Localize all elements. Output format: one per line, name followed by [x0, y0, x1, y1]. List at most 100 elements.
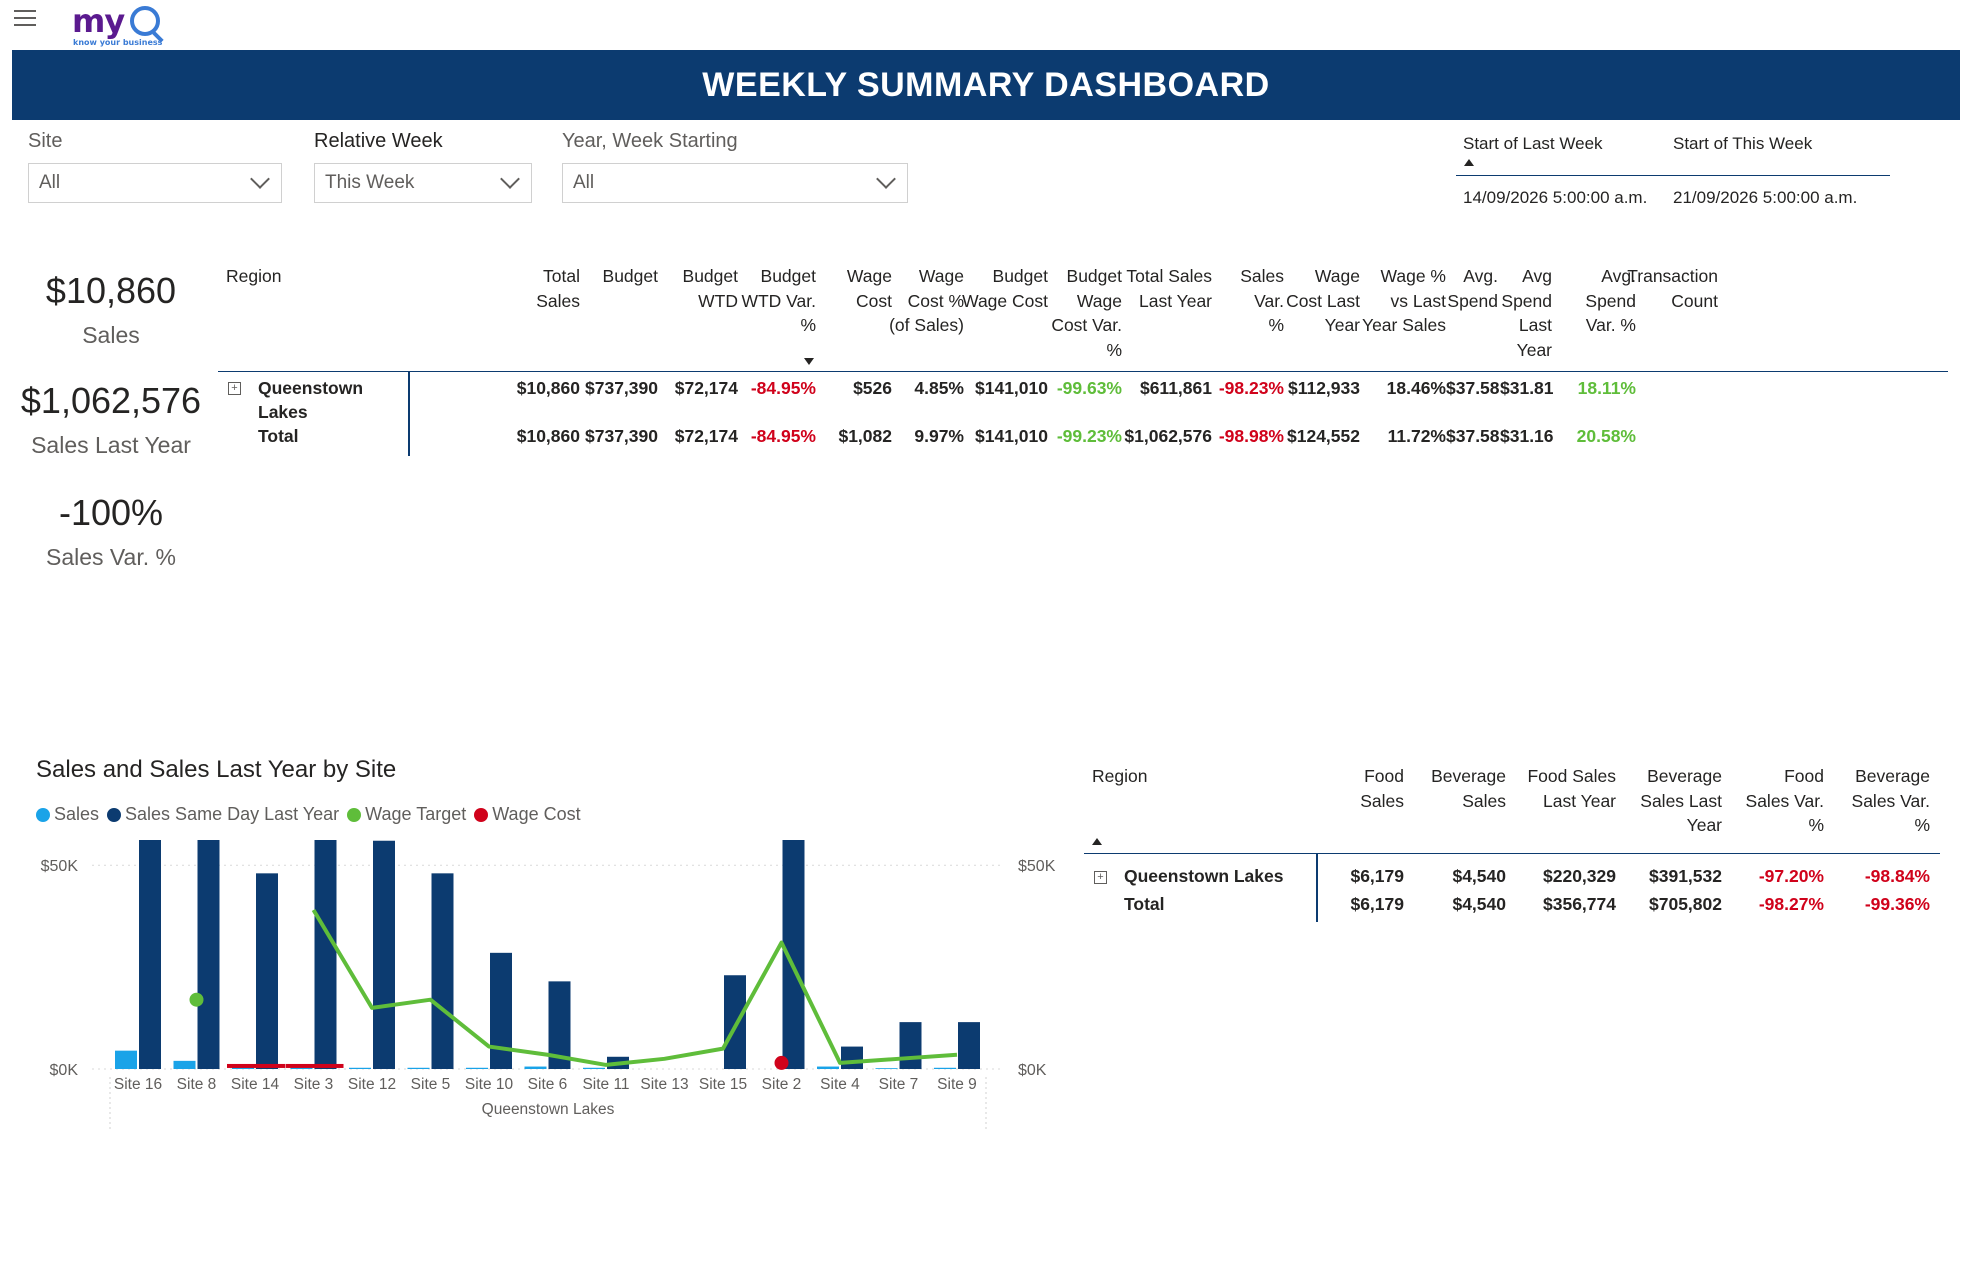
- header-total-sales[interactable]: Total Sales: [536, 266, 580, 311]
- header-budget[interactable]: Budget: [602, 266, 658, 286]
- header-avg-spend-var[interactable]: Avg. Spend Var. %: [1585, 266, 1636, 335]
- sales-last-year-bar: [548, 981, 571, 1069]
- header-wage-cost-ly[interactable]: Wage Cost Last Year: [1286, 266, 1360, 335]
- x-tick-label: Site 3: [294, 1076, 334, 1093]
- row-header-divider: [1316, 854, 1318, 922]
- cell-budget-wtd-var: -84.95%: [750, 426, 816, 446]
- header-beverage-sales-ly[interactable]: Beverage Sales Last Year: [1640, 766, 1722, 835]
- cell-wage-pct-vs-ly: 18.46%: [1386, 378, 1446, 398]
- wage-cost-mark: [227, 1063, 285, 1068]
- year-week-label: Year, Week Starting: [562, 130, 738, 152]
- header-wage-pct-vs-ly[interactable]: Wage % vs Last Year Sales: [1362, 266, 1446, 335]
- page-title: WEEKLY SUMMARY DASHBOARD: [702, 65, 1270, 104]
- header-food-sales-var[interactable]: Food Sales Var.%: [1745, 766, 1824, 835]
- chart-legend: Sales Sales Same Day Last Year Wage Target…: [36, 804, 589, 825]
- header-food-sales-ly[interactable]: Food Sales Last Year: [1527, 766, 1616, 811]
- week-dates-table: Start of Last Week Start of This Week 14…: [1456, 134, 1890, 220]
- legend-label: Wage Target: [365, 804, 467, 824]
- header-wage-cost[interactable]: Wage Cost: [846, 266, 892, 311]
- cell-food-sales-ly: $356,774: [1543, 894, 1616, 914]
- sales-bar: [290, 1067, 313, 1069]
- legend-item[interactable]: Wage Cost: [474, 804, 581, 825]
- header-avg-spend[interactable]: Avg. Spend: [1447, 266, 1498, 311]
- region-cell[interactable]: Total: [1124, 894, 1165, 914]
- y-tick-label: $0K: [50, 1062, 79, 1079]
- header-budget-wage-cost-var[interactable]: Budget Wage Cost Var.%: [1051, 266, 1122, 360]
- sales-last-year-bar: [256, 873, 278, 1069]
- sales-last-year-bar: [139, 840, 161, 1069]
- header-region[interactable]: Region: [226, 266, 282, 286]
- legend-item[interactable]: Wage Target: [347, 804, 466, 825]
- cell-food-sales-var: -98.27%: [1758, 894, 1824, 914]
- cell-budget-wtd-var: -84.95%: [750, 378, 816, 398]
- start-this-week-header[interactable]: Start of This Week: [1673, 134, 1813, 153]
- kpi-label: Sales Var. %: [46, 544, 176, 570]
- header-total-sales-ly[interactable]: Total Sales Last Year: [1126, 266, 1212, 311]
- expand-icon[interactable]: +: [228, 382, 241, 395]
- cell-budget-wage-cost-var: -99.63%: [1056, 378, 1122, 398]
- menu-icon[interactable]: [14, 10, 36, 28]
- food-beverage-matrix: Region Food Sales Beverage Sales Food Sales La…: [1084, 762, 1940, 922]
- matrix-body: + Queenstown Lakes $10,860 $737,390 $72,174 -8…: [218, 372, 1948, 460]
- cell-sales-var: -98.98%: [1218, 426, 1284, 446]
- fb-header-row: Region Food Sales Beverage Sales Food Sales La…: [1084, 762, 1940, 854]
- region-cell[interactable]: Queenstown Lakes: [1124, 866, 1284, 886]
- legend-item[interactable]: Sales: [36, 804, 99, 825]
- start-last-week-header[interactable]: Start of Last Week: [1456, 134, 1666, 166]
- region-cell[interactable]: Total: [258, 426, 299, 446]
- year-week-dropdown[interactable]: All: [562, 163, 908, 203]
- y-tick-label: $50K: [41, 858, 79, 875]
- relative-week-value: This Week: [325, 172, 415, 193]
- dashboard-title-bar: WEEKLY SUMMARY DASHBOARD: [12, 50, 1960, 120]
- row-header-divider: [408, 372, 410, 456]
- logo-magnifier-icon: [130, 6, 160, 36]
- sales-bar: [407, 1067, 430, 1069]
- header-region[interactable]: Region: [1092, 766, 1148, 786]
- expand-icon[interactable]: +: [1094, 871, 1107, 884]
- legend-dot-icon: [347, 807, 362, 822]
- header-wage-cost-pct[interactable]: Wage Cost % (of Sales): [889, 266, 964, 335]
- sales-last-year-bar: [841, 1046, 863, 1069]
- sort-ascending-icon: [1092, 838, 1102, 845]
- cell-sales-var: -98.23%: [1218, 378, 1284, 398]
- site-dropdown[interactable]: All: [28, 163, 282, 203]
- cell-budget-wage-cost: $141,010: [975, 426, 1048, 446]
- header-food-sales[interactable]: Food Sales: [1360, 766, 1404, 811]
- cell-avg-spend: $37.58: [1446, 378, 1500, 398]
- header-avg-spend-ly[interactable]: Avg Spend Last Year: [1501, 266, 1552, 360]
- header-budget-wtd[interactable]: Budget WTD: [682, 266, 738, 311]
- sales-last-year-bar: [373, 840, 395, 1069]
- cell-beverage-sales-ly: $705,802: [1649, 894, 1722, 914]
- cell-wage-pct-vs-ly: 11.72%: [1387, 426, 1446, 446]
- cell-beverage-sales: $4,540: [1452, 866, 1506, 886]
- header-transaction-count[interactable]: Transaction Count: [1627, 266, 1718, 311]
- wage-target-point: [189, 992, 204, 1007]
- sort-ascending-icon: [1464, 159, 1474, 166]
- group-label: Queenstown Lakes: [482, 1101, 615, 1118]
- cell-food-sales-ly: $220,329: [1543, 866, 1616, 886]
- sales-var-kpi-card: -100% Sales Var. %: [12, 492, 210, 571]
- legend-item[interactable]: Sales Same Day Last Year: [107, 804, 339, 825]
- relative-week-dropdown[interactable]: This Week: [314, 163, 532, 203]
- chevron-down-icon: [876, 169, 896, 189]
- header-budget-wage-cost[interactable]: Budget Wage Cost: [962, 266, 1048, 311]
- y-tick-label-right: $0K: [1018, 1062, 1047, 1079]
- cell-avg-spend: $37.58: [1446, 426, 1500, 446]
- x-tick-label: Site 5: [411, 1076, 451, 1093]
- x-tick-label: Site 7: [879, 1076, 919, 1093]
- header-sales-var[interactable]: Sales Var.%: [1240, 266, 1284, 335]
- header-beverage-sales-var[interactable]: Beverage Sales Var.%: [1851, 766, 1930, 835]
- x-tick-label: Site 2: [762, 1076, 802, 1093]
- legend-dot-icon: [36, 807, 50, 822]
- header-budget-wtd-var[interactable]: Budget WTD Var.%: [741, 266, 816, 335]
- header-beverage-sales[interactable]: Beverage Sales: [1431, 766, 1506, 811]
- site-dropdown-value: All: [39, 172, 61, 193]
- cell-total-sales-ly: $611,861: [1139, 378, 1212, 398]
- cell-beverage-sales: $4,540: [1452, 894, 1506, 914]
- cell-budget-wtd: $72,174: [674, 378, 738, 398]
- sales-last-year-bar: [958, 1022, 980, 1069]
- x-tick-label: Site 16: [114, 1076, 162, 1093]
- sales-bar: [466, 1067, 488, 1069]
- year-week-slicer: Year, Week Starting All: [562, 130, 908, 203]
- region-cell[interactable]: Queenstown Lakes: [258, 378, 364, 422]
